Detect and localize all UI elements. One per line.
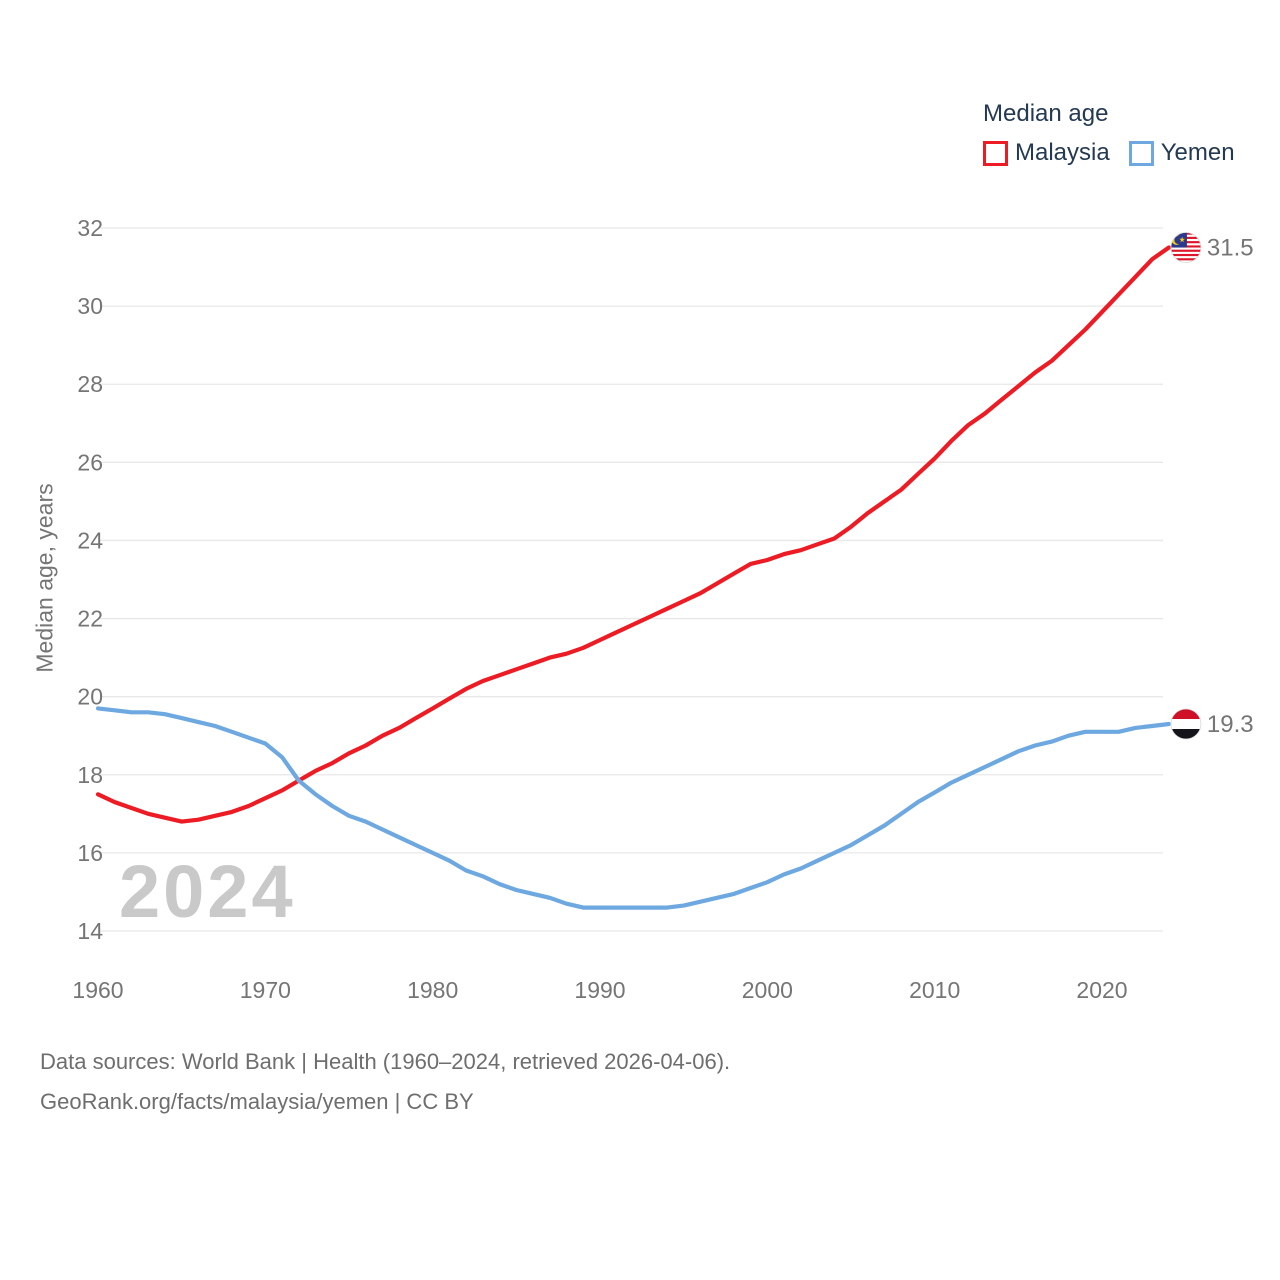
- malaysia-swatch-icon: [983, 140, 1008, 166]
- x-tick-label: 2020: [1076, 977, 1127, 1003]
- yemen-end-value-label: 19.3: [1207, 711, 1254, 738]
- x-tick-label: 1970: [240, 977, 291, 1003]
- footer: Data sources: World Bank | Health (1960–…: [40, 1042, 730, 1122]
- footer-data-sources: Data sources: World Bank | Health (1960–…: [40, 1049, 731, 1074]
- series-lines: [95, 245, 1172, 910]
- yemen-flag-icon: [1170, 708, 1202, 740]
- y-tick-label: 32: [77, 215, 103, 241]
- x-tick-labels: 1960 1970 1980 1990 2000 2010 2020: [72, 977, 1127, 1003]
- yemen-swatch-icon: [1128, 140, 1154, 166]
- y-tick-labels: 14 16 18 20 22 24 26 28 30 32: [77, 215, 103, 944]
- gridlines: [100, 227, 1163, 932]
- y-tick-label: 30: [77, 293, 103, 319]
- x-tick-label: 2000: [742, 977, 793, 1003]
- malaysia-line[interactable]: [95, 245, 1172, 824]
- chart-plot-area: 14 16 18 20 22 24 26 28 30 32 1960 1970 1980 1990 200…: [72, 215, 1254, 1003]
- x-tick-label: 1980: [407, 977, 458, 1003]
- watermark-year: 2024: [119, 850, 296, 933]
- x-tick-label: 2010: [909, 977, 960, 1003]
- y-tick-label: 18: [77, 762, 103, 788]
- legend: Median age Malaysia Yemen: [983, 100, 1235, 167]
- y-tick-label: 28: [77, 371, 103, 397]
- malaysia-flag-icon: [1170, 232, 1202, 263]
- footer-attribution-link: GeoRank.org/facts/malaysia/yemen | CC BY: [40, 1089, 474, 1114]
- legend-title: Median age: [983, 100, 1109, 127]
- y-tick-label: 14: [77, 918, 103, 944]
- y-tick-label: 16: [77, 840, 103, 866]
- y-tick-label: 20: [77, 684, 103, 710]
- legend-item-yemen[interactable]: Yemen: [1128, 139, 1235, 167]
- legend-label-yemen: Yemen: [1160, 139, 1235, 166]
- y-tick-label: 26: [77, 449, 103, 475]
- legend-item-malaysia[interactable]: Malaysia: [983, 139, 1110, 167]
- x-tick-label: 1960: [72, 977, 123, 1003]
- y-tick-label: 24: [77, 527, 103, 553]
- legend-items: Malaysia Yemen: [983, 139, 1235, 167]
- malaysia-end-value-label: 31.5: [1207, 235, 1254, 262]
- yemen-line[interactable]: [95, 706, 1172, 910]
- legend-label-malaysia: Malaysia: [1015, 139, 1110, 166]
- y-tick-label: 22: [77, 606, 103, 632]
- x-tick-label: 1990: [574, 977, 625, 1003]
